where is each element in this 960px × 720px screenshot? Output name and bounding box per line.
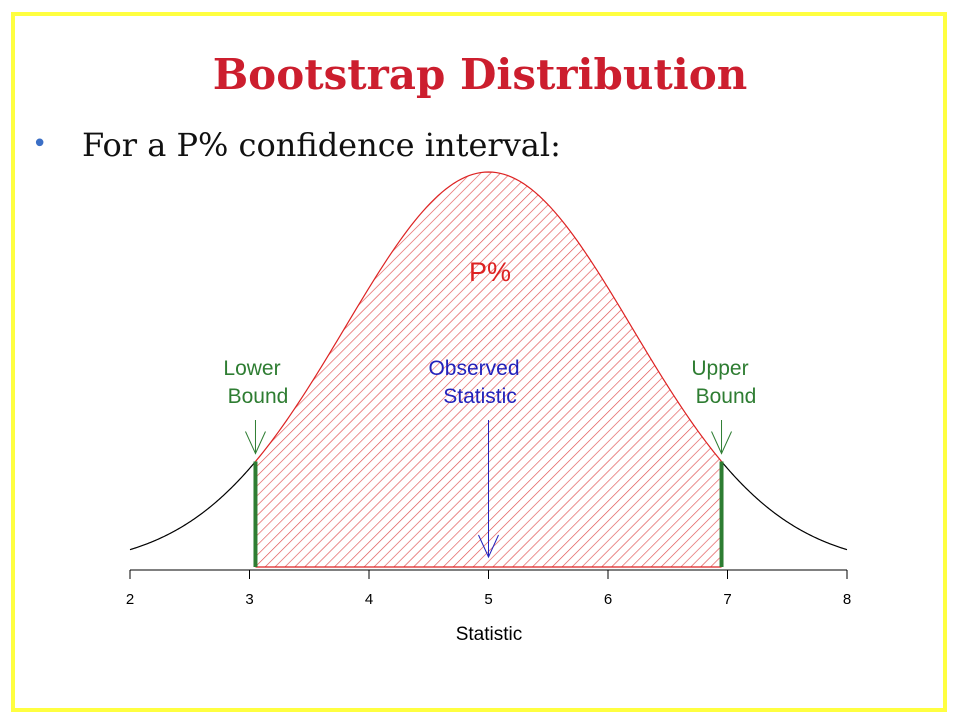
x-tick-label-5: 5: [484, 591, 492, 608]
upper-bound-label-line-1: Upper: [691, 357, 748, 380]
density-curve-right-tail: [721, 461, 848, 551]
observed-statistic-label-line-1: Observed: [428, 357, 519, 380]
upper-bound-label-line-2: Bound: [696, 385, 757, 408]
confidence-region-fill: [255, 172, 722, 567]
observed-statistic-arrow-head: [478, 534, 499, 559]
x-tick-label-8: 8: [843, 591, 851, 608]
x-tick-label-3: 3: [245, 591, 253, 608]
bullet-item: • For a P% confidence interval:: [32, 126, 561, 164]
slide-title: Bootstrap Distribution: [212, 50, 748, 99]
upper-bound-arrow-head: [711, 431, 732, 455]
observed-statistic-label-line-2: Statistic: [443, 385, 517, 408]
lower-bound-label-line-1: Lower: [223, 357, 280, 380]
slide-frame: [11, 12, 947, 712]
x-tick-label-2: 2: [126, 591, 134, 608]
density-curve-center: [255, 171, 722, 462]
region-label: P%: [469, 257, 511, 287]
lower-bound-arrow-head: [245, 431, 266, 455]
lower-bound-label-line-2: Bound: [228, 385, 289, 408]
x-tick-label-4: 4: [365, 591, 373, 608]
bullet-text: For a P% confidence interval:: [82, 126, 561, 164]
x-tick-label-7: 7: [723, 591, 731, 608]
x-tick-label-6: 6: [604, 591, 612, 608]
bullet-dot-icon: •: [32, 129, 48, 159]
density-curve-left-tail: [129, 461, 256, 551]
x-axis-label: Statistic: [456, 624, 523, 645]
